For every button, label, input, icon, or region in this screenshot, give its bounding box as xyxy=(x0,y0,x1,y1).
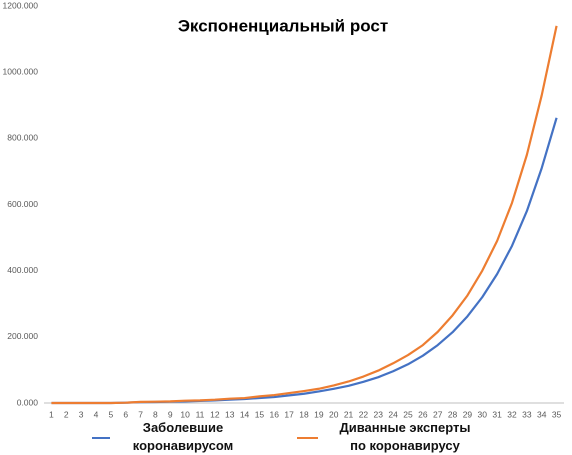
x-tick-label: 27 xyxy=(433,409,443,419)
x-tick-label: 30 xyxy=(478,409,488,419)
y-tick-label: 600.000 xyxy=(7,199,38,209)
y-tick-label: 1000.000 xyxy=(3,66,39,76)
y-tick-label: 800.000 xyxy=(7,133,38,143)
legend-key xyxy=(92,437,110,439)
legend-label: Диванные эксперты по коронавирусу xyxy=(339,420,471,453)
legend-key xyxy=(297,437,318,439)
y-tick-label: 200.000 xyxy=(7,331,38,341)
x-tick-label: 7 xyxy=(138,409,143,419)
x-tick-label: 20 xyxy=(329,409,339,419)
x-tick-label: 24 xyxy=(388,409,398,419)
x-tick-label: 17 xyxy=(284,409,294,419)
x-tick-label: 14 xyxy=(240,409,250,419)
x-tick-label: 9 xyxy=(168,409,173,419)
x-tick-label: 3 xyxy=(79,409,84,419)
x-tick-label: 15 xyxy=(255,409,265,419)
x-tick-label: 31 xyxy=(492,409,502,419)
x-tick-label: 35 xyxy=(552,409,562,419)
x-tick-label: 16 xyxy=(270,409,280,419)
x-tick-label: 12 xyxy=(210,409,220,419)
x-tick-label: 33 xyxy=(522,409,532,419)
x-tick-label: 23 xyxy=(374,409,384,419)
x-tick-label: 22 xyxy=(359,409,369,419)
x-tick-label: 10 xyxy=(180,409,190,419)
x-tick-label: 34 xyxy=(537,409,547,419)
x-tick-label: 11 xyxy=(196,409,205,419)
x-tick-label: 2 xyxy=(64,409,69,419)
y-tick-label: 1200.000 xyxy=(3,0,39,10)
series-line xyxy=(51,25,558,405)
x-tick-label: 29 xyxy=(463,409,473,419)
legend-label: Заболевшие коронавирусом xyxy=(132,420,234,453)
x-tick-label: 26 xyxy=(418,409,428,419)
x-tick-label: 25 xyxy=(403,409,413,419)
chart-title: Экспоненциальный рост xyxy=(178,16,388,35)
x-tick-label: 8 xyxy=(153,409,158,419)
x-tick-label: 4 xyxy=(94,409,99,419)
y-tick-label: 0.000 xyxy=(17,397,39,407)
x-tick-label: 1 xyxy=(49,409,54,419)
x-tick-label: 6 xyxy=(123,409,128,419)
x-tick-label: 19 xyxy=(314,409,324,419)
series-line xyxy=(51,117,558,405)
x-tick-label: 28 xyxy=(448,409,458,419)
x-tick-label: 32 xyxy=(507,409,517,419)
y-tick-label: 400.000 xyxy=(7,265,38,275)
x-tick-label: 21 xyxy=(344,409,354,419)
x-tick-label: 5 xyxy=(108,409,113,419)
x-tick-label: 13 xyxy=(225,409,235,419)
x-tick-label: 18 xyxy=(299,409,309,419)
